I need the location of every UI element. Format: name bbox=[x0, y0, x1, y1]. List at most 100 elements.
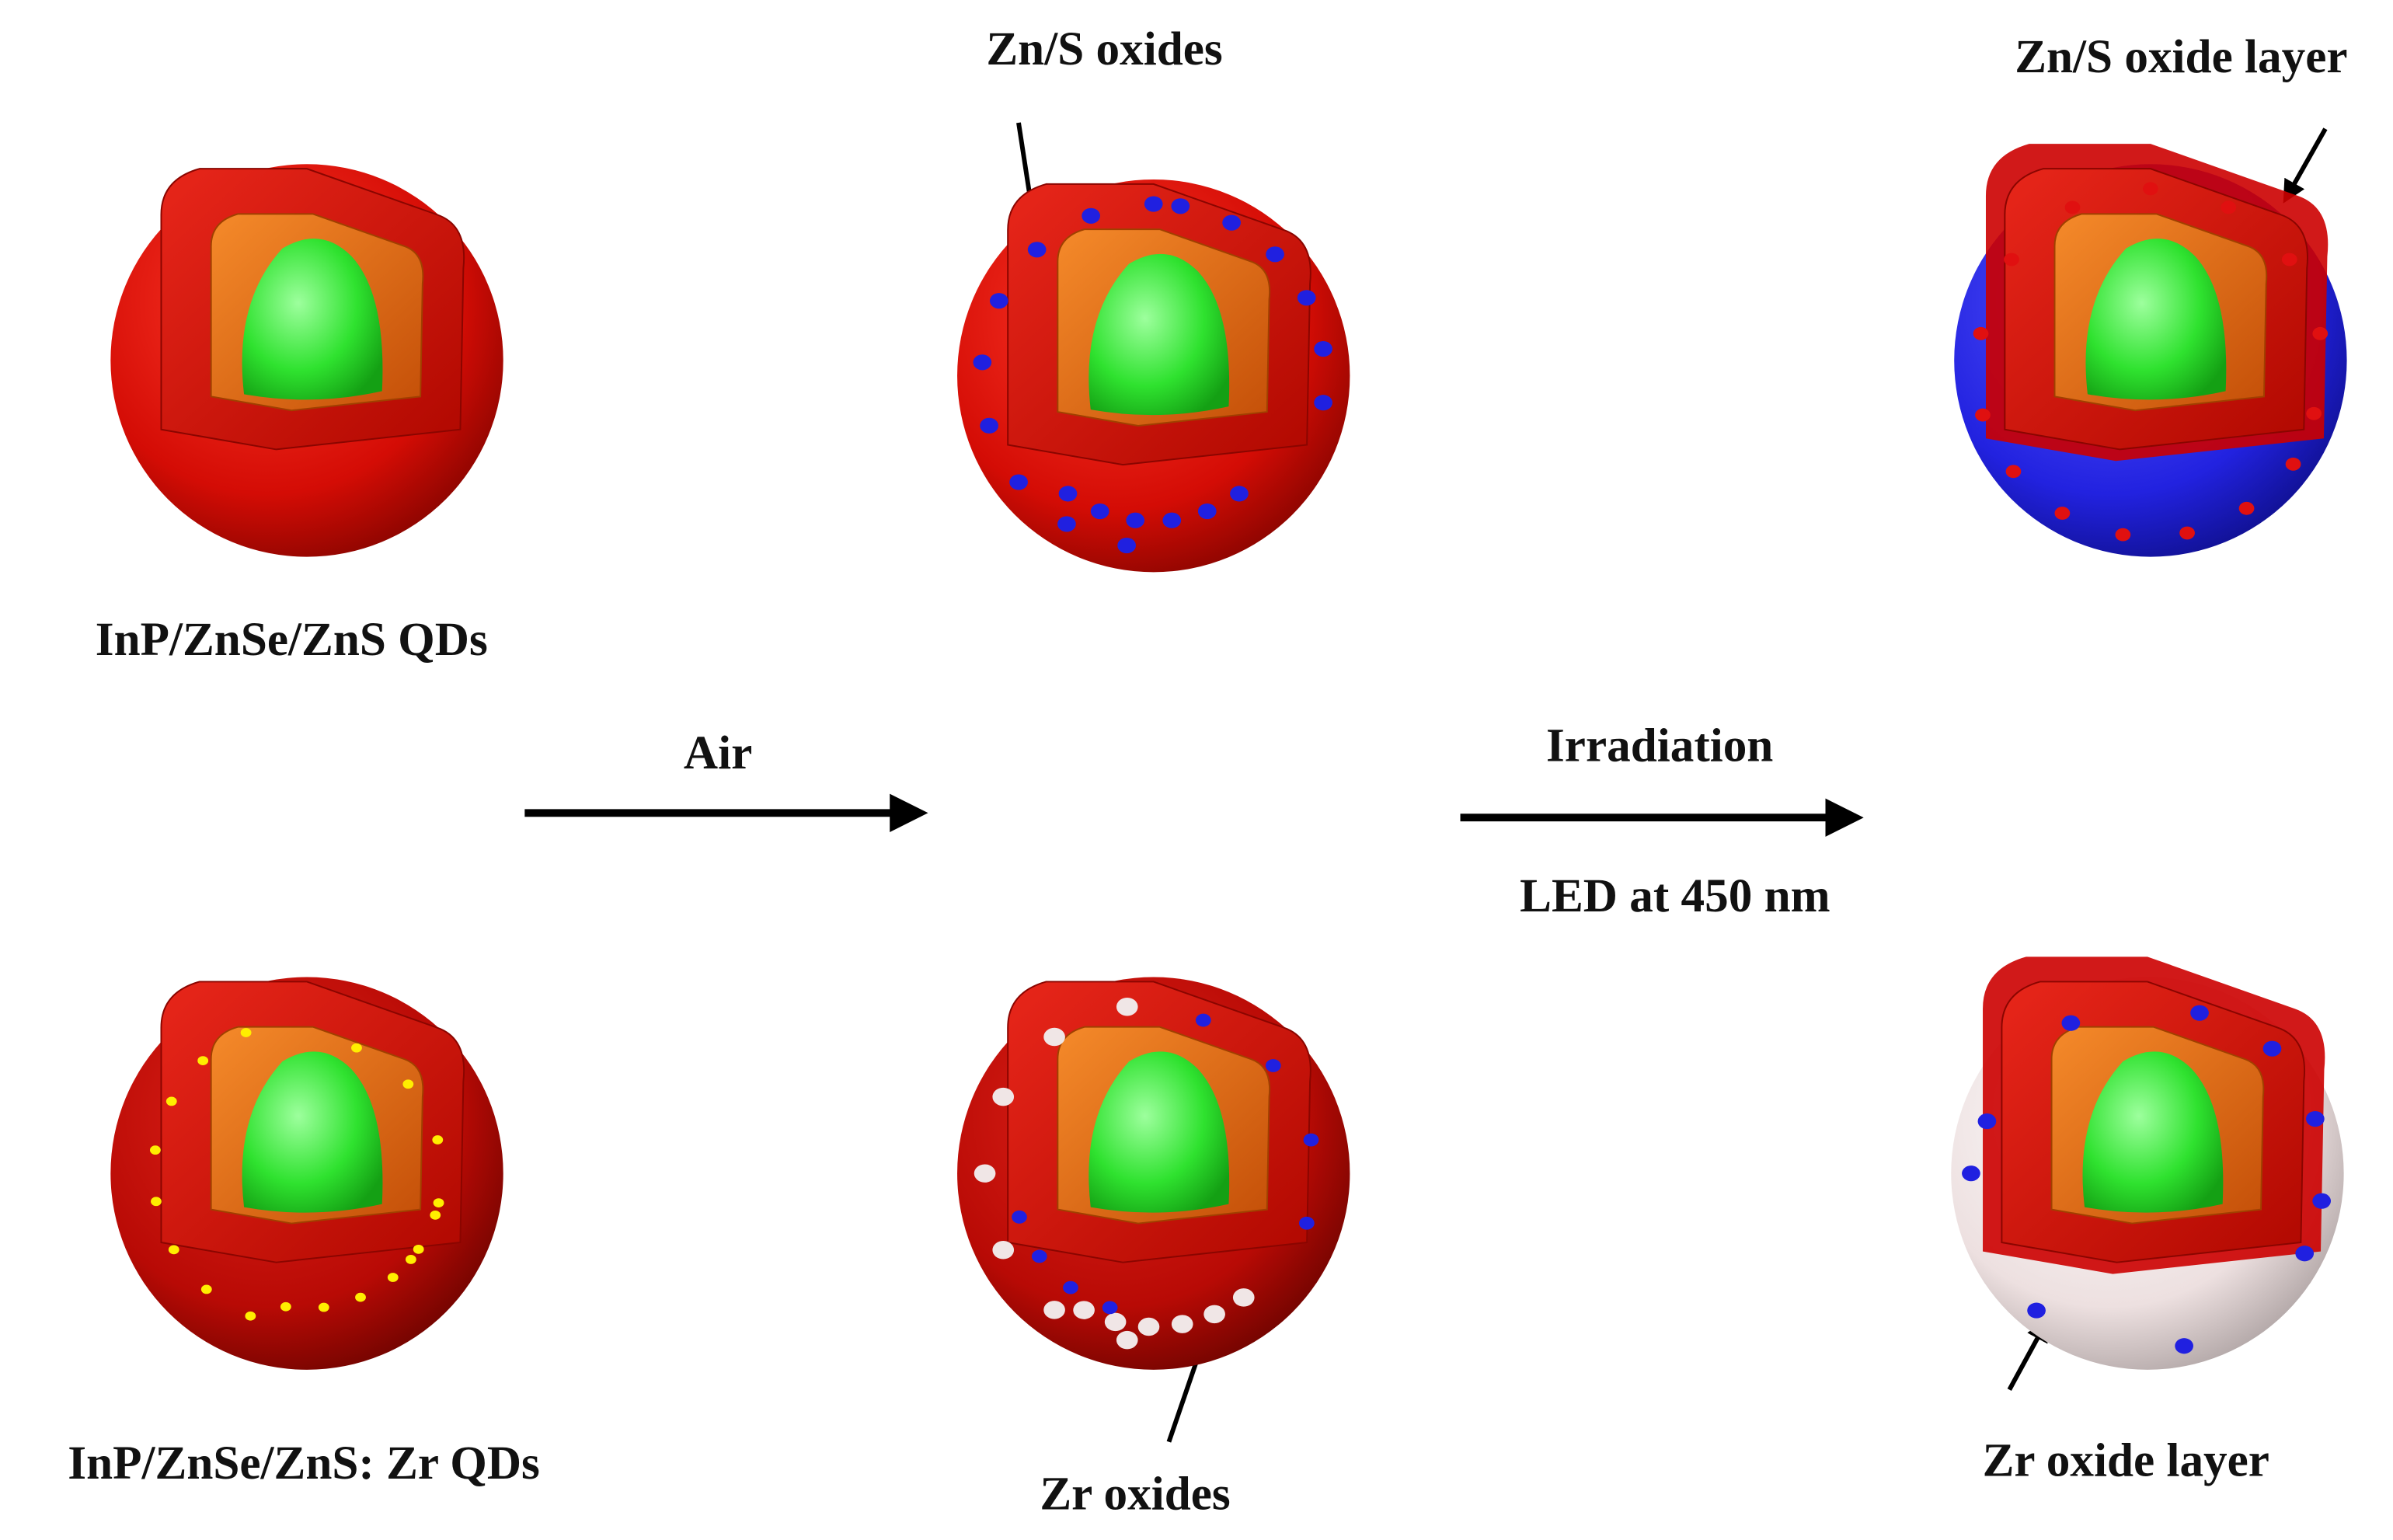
oxide-dot bbox=[2312, 326, 2329, 340]
oxide-dot bbox=[2295, 1246, 2315, 1262]
oxide-dot bbox=[1232, 1288, 1255, 1307]
oxide-dot bbox=[168, 1245, 179, 1255]
oxide-dot bbox=[355, 1292, 366, 1302]
oxide-dot bbox=[402, 1079, 414, 1089]
oxide-dot bbox=[2306, 1110, 2325, 1127]
oxide-dot bbox=[2221, 200, 2237, 214]
oxide-dot bbox=[992, 1241, 1015, 1260]
quantum-dot bbox=[957, 179, 1350, 573]
oxide-dot bbox=[165, 1096, 177, 1106]
oxide-dot bbox=[1195, 1013, 1211, 1027]
inp-core bbox=[2082, 1051, 2224, 1213]
oxide-dot bbox=[149, 1145, 161, 1155]
oxide-dot bbox=[245, 1311, 256, 1321]
oxide-dot bbox=[1266, 246, 1284, 263]
pointer-arrow bbox=[2283, 127, 2328, 204]
oxide-dot bbox=[432, 1135, 444, 1145]
inp-core bbox=[2085, 239, 2227, 400]
oxide-dot bbox=[2005, 465, 2022, 479]
oxide-dot bbox=[973, 354, 992, 371]
oxide-dot bbox=[240, 1028, 252, 1037]
row-label: InP/ZnSe/ZnS: Zr QDs bbox=[68, 1437, 540, 1489]
annotation: Zn/S oxide layer bbox=[2015, 30, 2347, 83]
oxide-dot bbox=[433, 1198, 444, 1207]
oxide-dot bbox=[2054, 507, 2071, 520]
annotation: Zn/S oxides bbox=[986, 23, 1222, 75]
oxide-dot bbox=[1102, 1301, 1118, 1315]
oxide-dot bbox=[1297, 290, 1316, 306]
quantum-dot bbox=[110, 164, 503, 557]
inp-core bbox=[1089, 1051, 1230, 1213]
oxide-dot bbox=[1073, 1301, 1095, 1319]
oxide-dot bbox=[1104, 1312, 1127, 1332]
oxide-dot bbox=[2179, 526, 2195, 540]
oxide-dot bbox=[2004, 253, 2019, 267]
oxide-dot bbox=[2312, 1193, 2332, 1209]
oxide-dot bbox=[1027, 242, 1047, 258]
oxide-dot bbox=[1043, 1027, 1065, 1047]
oxide-dot bbox=[1090, 503, 1109, 520]
oxide-dot bbox=[1082, 207, 1100, 224]
oxide-dot bbox=[1222, 214, 1241, 231]
quantum-dot bbox=[110, 977, 503, 1370]
oxide-dot bbox=[1962, 1165, 1980, 1182]
oxide-dot bbox=[1057, 516, 1076, 532]
oxide-dot bbox=[1058, 486, 1078, 502]
oxide-dot bbox=[1230, 486, 1249, 502]
oxide-dot bbox=[1063, 1280, 1078, 1294]
oxide-dot bbox=[1009, 474, 1028, 490]
inp-core bbox=[242, 239, 383, 400]
oxide-dot bbox=[280, 1301, 291, 1312]
oxide-dot bbox=[1303, 1133, 1319, 1147]
oxide-dot bbox=[1126, 512, 1145, 528]
oxide-dot bbox=[2285, 457, 2301, 471]
oxide-dot bbox=[992, 1087, 1015, 1106]
oxide-dot bbox=[318, 1302, 329, 1312]
oxide-dot bbox=[1171, 198, 1190, 214]
oxide-dot bbox=[2064, 200, 2081, 214]
oxide-dot bbox=[1031, 1249, 1047, 1263]
quantum-dot bbox=[957, 977, 1350, 1370]
quantum-dot bbox=[1954, 144, 2347, 557]
oxide-dot bbox=[1265, 1059, 1281, 1072]
oxide-dot bbox=[2061, 1015, 2081, 1031]
oxide-dot bbox=[430, 1210, 441, 1220]
oxide-dot bbox=[1043, 1301, 1065, 1319]
oxide-dot bbox=[1116, 1330, 1138, 1350]
oxide-dot bbox=[1973, 326, 1989, 340]
annotation: Zr oxides bbox=[1040, 1468, 1230, 1521]
oxide-dot bbox=[1137, 1317, 1160, 1336]
arrow-sublabel: LED at 450 nm bbox=[1520, 869, 1830, 922]
oxide-dot bbox=[2175, 1338, 2193, 1354]
oxide-dot bbox=[151, 1197, 162, 1207]
oxide-dot bbox=[387, 1273, 399, 1282]
oxide-dot bbox=[1144, 196, 1163, 212]
oxide-dot bbox=[980, 417, 998, 434]
oxide-dot bbox=[1012, 1210, 1027, 1224]
oxide-dot bbox=[2281, 253, 2297, 267]
oxide-dot bbox=[1975, 408, 1991, 422]
oxide-dot bbox=[1197, 503, 1217, 520]
oxide-dot bbox=[2143, 182, 2158, 196]
oxide-dot bbox=[974, 1164, 996, 1183]
oxide-dot bbox=[1314, 395, 1332, 411]
oxide-dot bbox=[351, 1043, 362, 1053]
oxide-dot bbox=[1117, 537, 1136, 554]
oxide-dot bbox=[989, 293, 1008, 309]
annotation: Zr oxide layer bbox=[1983, 1434, 2269, 1486]
oxide-dot bbox=[2262, 1040, 2282, 1057]
oxide-dot bbox=[2190, 1005, 2209, 1021]
oxide-dot bbox=[1314, 340, 1332, 357]
quantum-dot bbox=[1951, 956, 2344, 1370]
arrow-label: Irradiation bbox=[1546, 719, 1773, 772]
oxide-dot bbox=[1203, 1305, 1225, 1324]
oxide-dot bbox=[2238, 501, 2255, 515]
oxide-dot bbox=[1171, 1315, 1193, 1333]
oxide-dot bbox=[2115, 528, 2131, 542]
oxide-dot bbox=[200, 1284, 212, 1294]
inp-core bbox=[1089, 253, 1230, 416]
oxide-dot bbox=[413, 1244, 424, 1254]
oxide-dot bbox=[1116, 997, 1138, 1016]
